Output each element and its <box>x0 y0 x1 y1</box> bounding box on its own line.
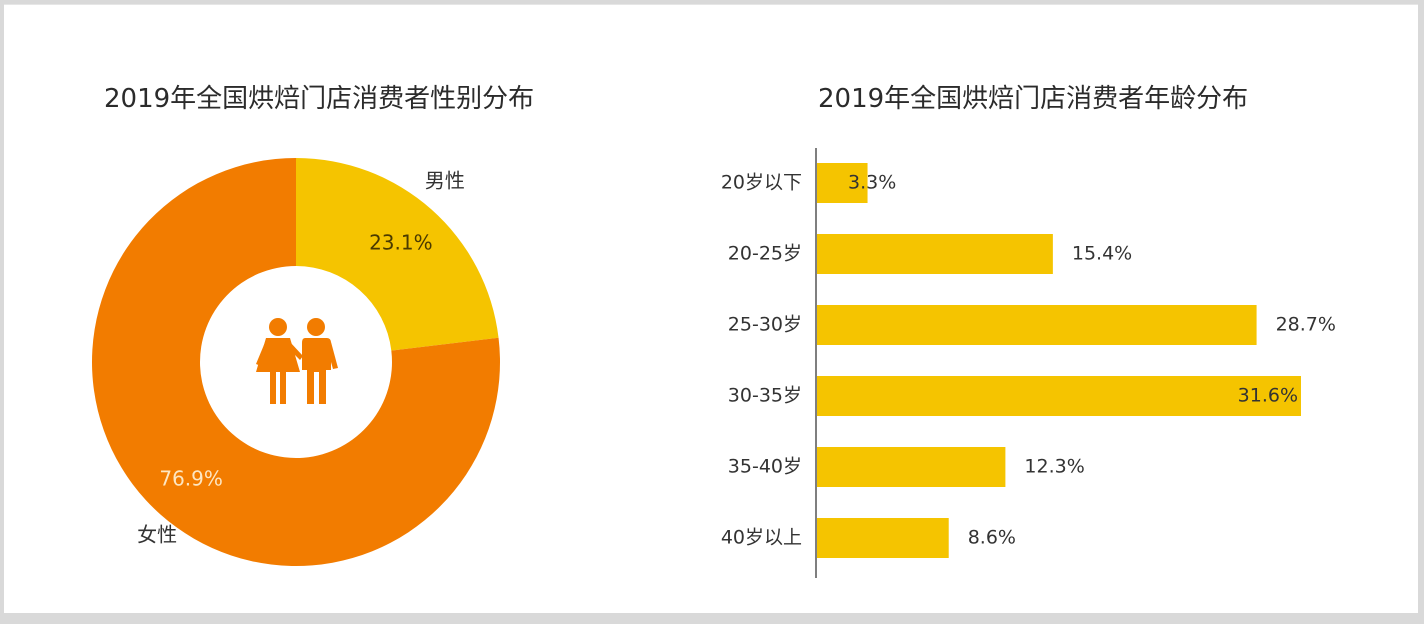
donut-slice-male <box>296 158 499 351</box>
age-value-label-5: 12.3% <box>1024 456 1084 478</box>
age-category-label-2: 20-25岁 <box>728 243 802 265</box>
age-value-label-2: 15.4% <box>1072 243 1132 265</box>
gender-chart-title: 2019年全国烘焙门店消费者性别分布 <box>104 84 535 114</box>
age-value-label-4: 31.6% <box>1238 385 1298 407</box>
age-bar-1 <box>817 163 868 203</box>
age-category-label-4: 30-35岁 <box>728 385 802 407</box>
couple-icon <box>256 318 338 404</box>
age-bar-6 <box>817 518 949 558</box>
age-category-label-3: 25-30岁 <box>728 314 802 336</box>
age-bar-5 <box>817 447 1006 487</box>
age-chart-title: 2019年全国烘焙门店消费者年龄分布 <box>818 84 1249 114</box>
age-bar-2 <box>817 234 1053 274</box>
donut-value-label-female: 76.9% <box>159 467 223 491</box>
donut-value-label-male: 23.1% <box>369 230 433 254</box>
age-value-label-6: 8.6% <box>968 527 1016 549</box>
donut-category-label-female: 女性 <box>137 523 177 547</box>
age-category-label-6: 40岁以上 <box>721 527 802 549</box>
age-value-label-3: 28.7% <box>1276 314 1336 336</box>
donut-slice-female <box>92 158 500 566</box>
age-bar-4 <box>817 376 1301 416</box>
age-category-label-5: 35-40岁 <box>728 456 802 478</box>
age-category-label-1: 20岁以下 <box>721 172 802 194</box>
age-value-label-1: 3.3% <box>848 172 896 194</box>
donut-category-label-male: 男性 <box>425 168 465 192</box>
age-bar-3 <box>817 305 1257 345</box>
